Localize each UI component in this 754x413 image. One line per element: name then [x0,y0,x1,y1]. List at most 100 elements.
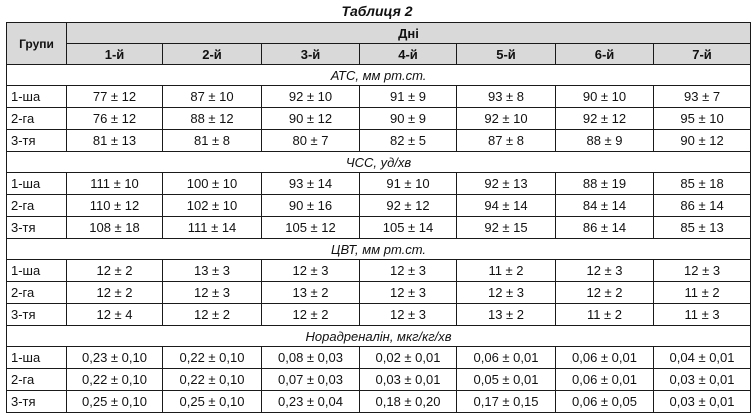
value-cell: 12 ± 3 [652,259,752,282]
data-table: Групи Дні 1-й 2-й 3-й 4-й 5-й 6-й 7-й АТС, мм … [5,22,752,413]
value-cell: 105 ± 12 [261,216,360,239]
value-cell: 0,03 ± 0,01 [652,390,752,413]
value-cell: 13 ± 3 [162,259,262,282]
value-cell: 0,06 ± 0,01 [456,346,556,369]
value-cell: 12 ± 4 [66,303,163,326]
value-cell: 108 ± 18 [66,216,163,239]
value-cell: 11 ± 2 [652,281,752,304]
value-cell: 86 ± 14 [555,216,654,239]
section-row: ЦВТ, мм рт.ст. [5,238,752,260]
value-cell: 12 ± 3 [456,281,556,304]
value-cell: 0,02 ± 0,01 [359,346,457,369]
day-header-cell: 5-й [456,43,556,65]
value-cell: 11 ± 2 [555,303,654,326]
groups-header: Групи [6,22,67,65]
value-cell: 111 ± 10 [66,172,163,195]
value-cell: 91 ± 10 [359,172,457,195]
section-title: ЧСС, уд/хв [5,151,752,173]
value-cell: 0,07 ± 0,03 [261,368,360,391]
value-cell: 93 ± 8 [456,85,556,108]
value-cell: 0,18 ± 0,20 [359,390,457,413]
value-cell: 90 ± 12 [652,129,752,152]
value-cell: 86 ± 14 [652,194,752,217]
value-cell: 92 ± 12 [555,107,654,130]
value-cell: 93 ± 7 [652,85,752,108]
table-body: АТС, мм рт.ст. 1-ша 77 ± 12 87 ± 10 92 ± 10 9… [5,64,752,413]
group-label: 2-га [6,281,67,304]
group-label: 1-ша [6,172,67,195]
day-header-cell: 2-й [162,43,262,65]
value-cell: 0,17 ± 0,15 [456,390,556,413]
day-header-cell: 3-й [261,43,360,65]
value-cell: 87 ± 8 [456,129,556,152]
section-title: ЦВТ, мм рт.ст. [5,238,752,260]
table-row: 1-ша 77 ± 12 87 ± 10 92 ± 10 91 ± 9 93 ± 8 90 … [6,85,752,108]
value-cell: 0,22 ± 0,10 [66,368,163,391]
table-row: 2-га 12 ± 2 12 ± 3 13 ± 2 12 ± 3 12 ± 3 12 ± 2… [6,281,752,304]
group-label: 1-ша [6,259,67,282]
value-cell: 102 ± 10 [162,194,262,217]
value-cell: 12 ± 3 [359,259,457,282]
day-header-cell: 4-й [359,43,457,65]
value-cell: 93 ± 14 [261,172,360,195]
value-cell: 77 ± 12 [66,85,163,108]
day-header-cell: 7-й [652,43,752,65]
value-cell: 80 ± 7 [261,129,360,152]
value-cell: 110 ± 12 [66,194,163,217]
value-cell: 11 ± 2 [456,259,556,282]
table-row: 1-ша 12 ± 2 13 ± 3 12 ± 3 12 ± 3 11 ± 2 12 ± 3… [6,259,752,282]
table-caption: Таблиця 2 [341,3,413,19]
value-cell: 0,06 ± 0,01 [555,368,654,391]
value-cell: 0,05 ± 0,01 [456,368,556,391]
table-row: 3-тя 0,25 ± 0,10 0,25 ± 0,10 0,23 ± 0,04 0,1… [6,390,752,413]
value-cell: 88 ± 19 [555,172,654,195]
value-cell: 100 ± 10 [162,172,262,195]
value-cell: 92 ± 15 [456,216,556,239]
value-cell: 0,22 ± 0,10 [162,346,262,369]
value-cell: 90 ± 12 [261,107,360,130]
value-cell: 12 ± 2 [66,281,163,304]
value-cell: 87 ± 10 [162,85,262,108]
value-cell: 76 ± 12 [66,107,163,130]
value-cell: 0,25 ± 0,10 [162,390,262,413]
value-cell: 84 ± 14 [555,194,654,217]
value-cell: 0,06 ± 0,01 [555,346,654,369]
days-header: Дні [65,22,752,44]
value-cell: 12 ± 2 [555,281,654,304]
value-cell: 12 ± 3 [359,281,457,304]
value-cell: 94 ± 14 [456,194,556,217]
value-cell: 85 ± 13 [652,216,752,239]
value-cell: 88 ± 9 [555,129,654,152]
group-label: 3-тя [6,129,67,152]
section-title: АТС, мм рт.ст. [5,64,752,86]
table-row: 1-ша 111 ± 10 100 ± 10 93 ± 14 91 ± 10 92 ± 1… [6,172,752,195]
day-header-row: 1-й 2-й 3-й 4-й 5-й 6-й 7-й [7,43,752,65]
value-cell: 12 ± 3 [359,303,457,326]
value-cell: 13 ± 2 [261,281,360,304]
value-cell: 81 ± 8 [162,129,262,152]
day-header-cell: 1-й [66,43,163,65]
value-cell: 91 ± 9 [359,85,457,108]
group-label: 3-тя [6,390,67,413]
value-cell: 0,08 ± 0,03 [261,346,360,369]
value-cell: 12 ± 3 [162,281,262,304]
table-row: 1-ша 0,23 ± 0,10 0,22 ± 0,10 0,08 ± 0,03 0,0… [6,346,752,369]
section-row: ЧСС, уд/хв [5,151,752,173]
value-cell: 111 ± 14 [162,216,262,239]
value-cell: 90 ± 9 [359,107,457,130]
value-cell: 92 ± 10 [456,107,556,130]
value-cell: 105 ± 14 [359,216,457,239]
value-cell: 92 ± 10 [261,85,360,108]
group-label: 2-га [6,368,67,391]
value-cell: 12 ± 2 [66,259,163,282]
value-cell: 92 ± 13 [456,172,556,195]
value-cell: 12 ± 2 [261,303,360,326]
section-row: АТС, мм рт.ст. [5,64,752,86]
value-cell: 0,23 ± 0,04 [261,390,360,413]
table-row: 2-га 110 ± 12 102 ± 10 90 ± 16 92 ± 12 94 ± 1… [6,194,752,217]
value-cell: 0,25 ± 0,10 [66,390,163,413]
day-header-cell: 6-й [555,43,654,65]
value-cell: 12 ± 3 [555,259,654,282]
group-label: 3-тя [6,216,67,239]
value-cell: 13 ± 2 [456,303,556,326]
